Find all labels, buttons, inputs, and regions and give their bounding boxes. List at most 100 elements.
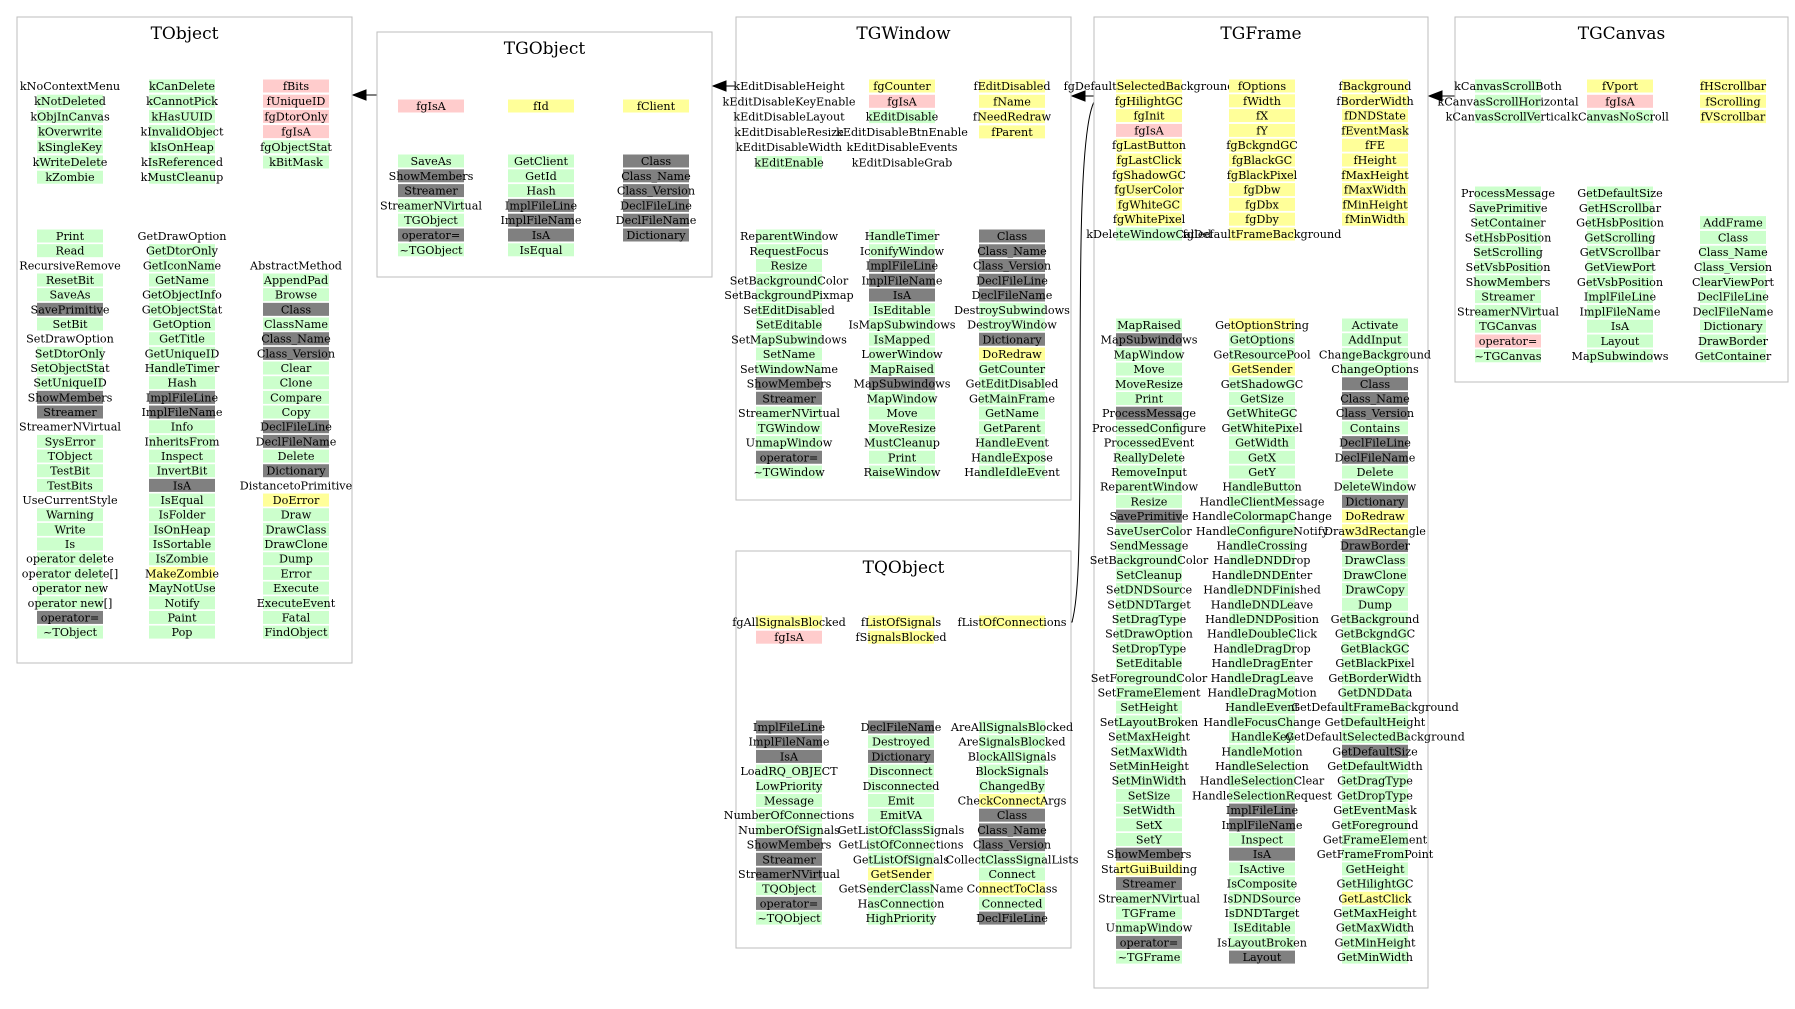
- member-setbackgroundcolor: SetBackgroundColor: [730, 274, 849, 287]
- member-highlight: [37, 566, 103, 580]
- member-highlight: [1229, 436, 1295, 450]
- member-moveresize: MoveResize: [868, 422, 936, 435]
- member-highlight: [756, 318, 822, 331]
- member-hash: Hash: [526, 185, 555, 198]
- member-fginit: fgInit: [1133, 110, 1165, 123]
- member-highlight: [263, 140, 329, 154]
- member-draw: Draw: [281, 509, 312, 522]
- member-highlight: [979, 94, 1045, 108]
- member-operator: operator=: [1479, 335, 1538, 348]
- member-declfilename: DeclFileName: [1693, 305, 1774, 318]
- member-highlight: [756, 406, 822, 420]
- member-highlight: [869, 436, 935, 449]
- member-warning: Warning: [46, 509, 94, 522]
- member-highlight: [1116, 921, 1182, 935]
- member-class-name: Class_Name: [977, 824, 1047, 837]
- member-setheight: SetHeight: [1120, 701, 1178, 714]
- member-operator-delete: operator delete[]: [22, 567, 119, 580]
- member-highlight: [756, 823, 822, 837]
- member-dump: Dump: [1358, 598, 1392, 611]
- member-highlight: [263, 434, 329, 448]
- member-highlight: [868, 749, 934, 763]
- member-dictionary: Dictionary: [1345, 495, 1405, 508]
- member-emit: Emit: [888, 795, 915, 808]
- member-highlight: [979, 362, 1045, 376]
- member-highlight: [979, 720, 1045, 734]
- member-highlight: [979, 303, 1045, 317]
- member-implfileline: ImplFileLine: [866, 260, 939, 273]
- member-recursiveremove: RecursiveRemove: [19, 259, 121, 272]
- member-tgcanvas: ~TGCanvas: [1475, 350, 1542, 363]
- member-highlight: [979, 318, 1045, 331]
- member-highlight: [1342, 347, 1408, 361]
- member-getminwidth: GetMinWidth: [1337, 951, 1413, 964]
- member-moveresize: MoveResize: [1115, 378, 1183, 391]
- member-showmembers: ShowMembers: [1107, 848, 1192, 861]
- member-operator: operator=: [402, 229, 461, 242]
- member-lowerwindow: LowerWindow: [861, 348, 943, 361]
- member-highlight: [1475, 290, 1541, 304]
- member-fgshadowgc: fgShadowGC: [1112, 169, 1186, 182]
- member-highlight: [869, 450, 935, 464]
- member-resetbit: ResetBit: [46, 274, 95, 287]
- member-setbackgroundpixmap: SetBackgroundPixmap: [724, 289, 853, 302]
- member-highlight: [1116, 935, 1182, 949]
- edge-arrowhead: [711, 80, 727, 92]
- member-emitva: EmitVA: [880, 809, 923, 822]
- member-highlight: [869, 229, 935, 243]
- member-setbackgroundcolor: SetBackgroundColor: [1090, 554, 1209, 567]
- member-highlight: [979, 867, 1045, 881]
- member-highlight: [1116, 318, 1182, 332]
- member-highlight: [263, 332, 329, 346]
- member-dictionary: Dictionary: [266, 465, 326, 478]
- member-highlight: [398, 169, 464, 183]
- member-highlight: [1116, 847, 1182, 861]
- member-highlight: [1229, 123, 1295, 137]
- member-kcanvasscrollboth: kCanvasScrollBoth: [1454, 80, 1562, 93]
- member-fx: fX: [1256, 110, 1268, 123]
- member-highlight: [1700, 290, 1766, 304]
- member-highlight: [869, 303, 935, 317]
- member-highlight: [1229, 79, 1295, 93]
- member-flistofconnections: fListOfConnections: [957, 616, 1066, 629]
- member-processedconfigure: ProcessedConfigure: [1092, 422, 1206, 435]
- member-highlight: [1700, 349, 1766, 363]
- member-move: Move: [886, 407, 918, 420]
- member-operator: operator=: [760, 897, 819, 910]
- member-highlight: [1342, 333, 1408, 347]
- member-highlight: [756, 259, 822, 272]
- member-highlight: [756, 882, 822, 896]
- member-getdefaultwidth: GetDefaultWidth: [1327, 760, 1422, 773]
- member-getdnddata: GetDNDData: [1338, 687, 1413, 700]
- member-highlight: [1587, 216, 1653, 230]
- member-getvscrollbar: GetVScrollbar: [1580, 246, 1661, 259]
- member-setuniqueid: SetUniqueID: [33, 377, 106, 390]
- member-setforegroundcolor: SetForegroundColor: [1091, 672, 1208, 685]
- member-highlight: [149, 170, 215, 184]
- member-operator: operator=: [760, 451, 819, 464]
- member-highlight: [869, 318, 935, 331]
- member-saveas: SaveAs: [49, 289, 90, 302]
- member-highlight: [1116, 950, 1182, 964]
- member-getforeground: GetForeground: [1332, 819, 1419, 832]
- member-deletewindow: DeleteWindow: [1334, 481, 1417, 494]
- member-streamernvirtual: StreamerNVirtual: [380, 199, 482, 212]
- member-highlight: [869, 332, 935, 346]
- member-move: Move: [1133, 363, 1165, 376]
- member-highlight: [149, 390, 215, 404]
- member-highlight: [979, 406, 1045, 420]
- member-handledragdrop: HandleDragDrop: [1213, 642, 1310, 655]
- member-issortable: IsSortable: [153, 538, 212, 551]
- member-highlight: [1342, 212, 1408, 226]
- member-highlight: [263, 109, 329, 123]
- member-highlight: [869, 94, 935, 108]
- member-highlight: [1342, 921, 1408, 935]
- member-draw3drectangle: Draw3dRectangle: [1324, 525, 1426, 538]
- member-fmaxheight: fMaxHeight: [1341, 169, 1409, 182]
- member-highlight: [1116, 730, 1182, 744]
- member-streamernvirtual: StreamerNVirtual: [19, 421, 121, 434]
- member-setframeelement: SetFrameElement: [1097, 687, 1201, 700]
- member-getheight: GetHeight: [1346, 863, 1405, 876]
- member-browse: Browse: [275, 289, 318, 302]
- member-destroyed: Destroyed: [872, 736, 930, 749]
